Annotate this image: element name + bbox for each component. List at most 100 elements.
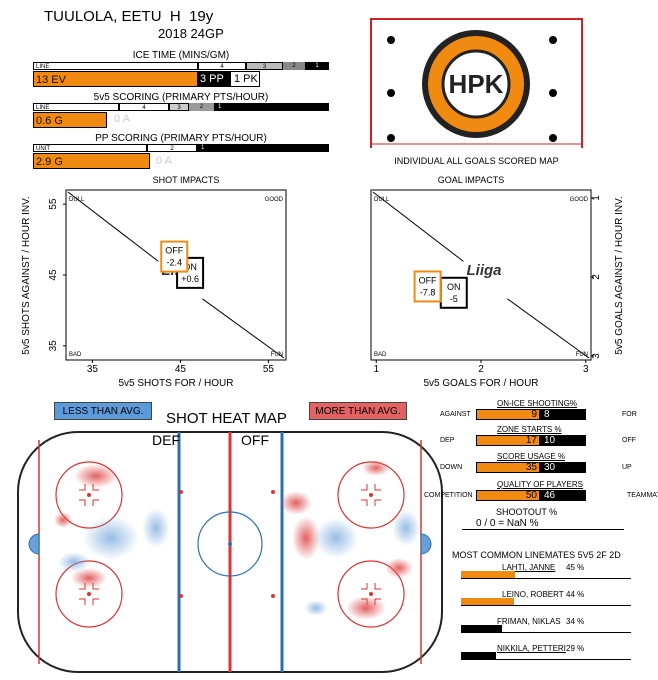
shot-impacts-ytick: 35	[48, 340, 59, 352]
ice-time-pp-bar: 3 PP	[198, 71, 230, 87]
linemate-name: FRIMAN, NIKLAS	[497, 617, 561, 626]
metric-bar-a: 17	[476, 435, 540, 446]
linemate-name: LEINO, ROBERT	[502, 590, 564, 599]
shot-impacts-xtick: 35	[87, 364, 99, 375]
goal-impacts-diagonal-upper	[372, 191, 464, 262]
faceoff-circle	[337, 560, 405, 628]
scoring-5v5-tick-3: 3	[169, 103, 189, 111]
linemate-bar-fill	[461, 652, 496, 659]
goal-impacts-corner-bottom-right: FUN	[576, 352, 588, 358]
goal-map-rink: HPK	[370, 30, 583, 145]
metric-left-label: AGAINST	[440, 411, 471, 418]
metric-b-value: 8	[544, 409, 550, 420]
metric-left-label: DEP	[440, 437, 455, 444]
ice-time-ev-bar: 13 EV	[33, 71, 198, 87]
scoring-pp-scale-label: UNIT	[33, 144, 147, 152]
more-than-avg-legend: MORE THAN AVG.	[309, 402, 407, 420]
hpk-logo-text: HPK	[449, 69, 504, 99]
goal-impacts-chart: Liiga DULL GOOD BAD FUN 1 2 3 1 2 3 5v5 GOALS FOR /…	[370, 189, 602, 389]
scoring-5v5-title: 5v5 SCORING (PRIMARY PTS/HOUR)	[93, 92, 269, 103]
goal-impacts-point-value: -5	[450, 294, 458, 304]
goal-crease-right	[420, 533, 432, 555]
rink-center-circle	[197, 511, 263, 577]
shootout-line	[462, 529, 624, 530]
shot-impacts-xtick: 55	[263, 364, 275, 375]
metric-title: ON-ICE SHOOTING%	[497, 399, 578, 408]
goal-impacts-xtick: 3	[583, 364, 589, 375]
goal-impacts-point-value: -7.8	[420, 287, 436, 297]
scoring-pp-scale: UNIT 2 1	[33, 144, 329, 152]
shot-impacts-corner-bottom-right: FUN	[271, 352, 283, 358]
shot-impacts-ytick: 55	[48, 198, 59, 210]
heat-blobs	[54, 460, 420, 620]
shot-impacts-corner-bottom-left: BAD	[69, 352, 82, 358]
goal-impacts-watermark: Liiga	[466, 262, 501, 279]
shot-impacts-chart: LiigaDULLGOODBADFUN3545553545555v5 SHOTS…	[48, 189, 287, 389]
metric-bar-a: 35	[476, 462, 540, 473]
shot-impacts-point-value: +0.6	[181, 274, 199, 284]
scoring-5v5-tick-2: 2	[189, 103, 214, 111]
shot-impacts-corner-top-left: DULL	[69, 197, 85, 203]
linemate-bar-fill	[461, 625, 502, 632]
goal-impacts-corner-top-left: DULL	[374, 197, 390, 203]
metric-right-label: TEAMMATES	[627, 492, 658, 499]
linemate-bar-fill	[461, 598, 514, 605]
less-than-avg-legend: LESS THAN AVG.	[54, 402, 152, 420]
metric-title: SCORE USAGE %	[497, 452, 566, 461]
goal-map-dot	[549, 89, 557, 97]
metric-right-label: OFF	[622, 437, 636, 444]
shot-impacts-ylabel: 5v5 SHOTS AGAINST / HOUR INV.	[21, 196, 32, 355]
metric-right-label: UP	[622, 464, 632, 471]
shot-impacts-point-label: OFF	[165, 246, 183, 256]
player-age: 19y	[189, 8, 214, 25]
scoring-pp-tick-2: 2	[147, 144, 197, 152]
goal-impacts-ylabel: 5v5 GOALS AGAINST / HOUR INV.	[614, 196, 625, 355]
def-zone-label: DEF	[152, 432, 180, 448]
goal-map-panel: HPK	[370, 18, 583, 148]
goal-impacts-diagonal-lower	[507, 298, 590, 359]
goal-impacts-corner-top-right: GOOD	[570, 197, 589, 203]
goal-impacts-point-off: OFF -7.8	[413, 270, 442, 303]
metric-b-value: 46	[544, 490, 556, 501]
linemates-title: MOST COMMON LINEMATES 5V5 2F 2D	[452, 550, 621, 560]
linemate-bar	[461, 571, 631, 579]
scoring-5v5-scale: LINE 4 3 2 1	[33, 103, 329, 111]
goal-impacts-point-label: OFF	[419, 275, 437, 285]
linemate-pct: 45 %	[566, 563, 585, 572]
goal-impacts-xlabel: 5v5 GOALS FOR / HOUR	[423, 378, 538, 389]
goal-impacts-xtick: 1	[373, 364, 379, 375]
ice-time-tick-4: 4	[198, 62, 246, 70]
linemate-name: LAHTI, JANNE	[502, 563, 556, 572]
ice-time-pk-bar: 1 PK	[230, 71, 260, 87]
goal-map-dot	[549, 36, 557, 44]
scoring-pp-title: PP SCORING (PRIMARY PTS/HOUR)	[95, 133, 267, 144]
goal-map-dot	[549, 134, 557, 142]
ice-time-tick-2: 2	[283, 62, 305, 70]
linemate-pct: 44 %	[566, 590, 585, 599]
scoring-pp-tick-1: 1	[197, 144, 329, 152]
scoring-5v5-tick-4: 4	[119, 103, 169, 111]
goal-map-dot	[387, 134, 395, 142]
linemate-bar-fill	[461, 571, 515, 578]
shot-impacts-point-label: ON	[183, 262, 197, 272]
shot-impacts-point-value: -2.4	[166, 258, 182, 268]
metric-title: ZONE STARTS %	[497, 425, 562, 434]
goal-impacts-ytick: 2	[591, 274, 602, 280]
scoring-5v5-tick-1: 1	[214, 103, 329, 111]
linemate-pct: 34 %	[566, 617, 585, 626]
goal-crease-left	[28, 533, 40, 555]
metric-b-value: 30	[544, 462, 556, 473]
metric-bar-a: 50	[476, 490, 540, 501]
scoring-pp-g-bar: 2.9 G	[33, 153, 150, 169]
player-position: H	[169, 8, 181, 25]
metric-right-label: FOR	[622, 411, 637, 418]
linemate-bar	[461, 652, 631, 660]
shot-impacts-ytick: 45	[48, 269, 59, 281]
shot-impacts-diagonal-upper	[67, 191, 159, 262]
shot-impacts-corner-top-right: GOOD	[265, 197, 284, 203]
season-games: 2018 24GP	[158, 26, 224, 41]
linemate-bar	[461, 598, 631, 606]
scoring-5v5-a-value: 0 A	[114, 113, 130, 125]
shot-impacts-point-off: OFF -2.4	[160, 240, 189, 273]
ice-time-scale-label: LINE	[33, 62, 198, 70]
